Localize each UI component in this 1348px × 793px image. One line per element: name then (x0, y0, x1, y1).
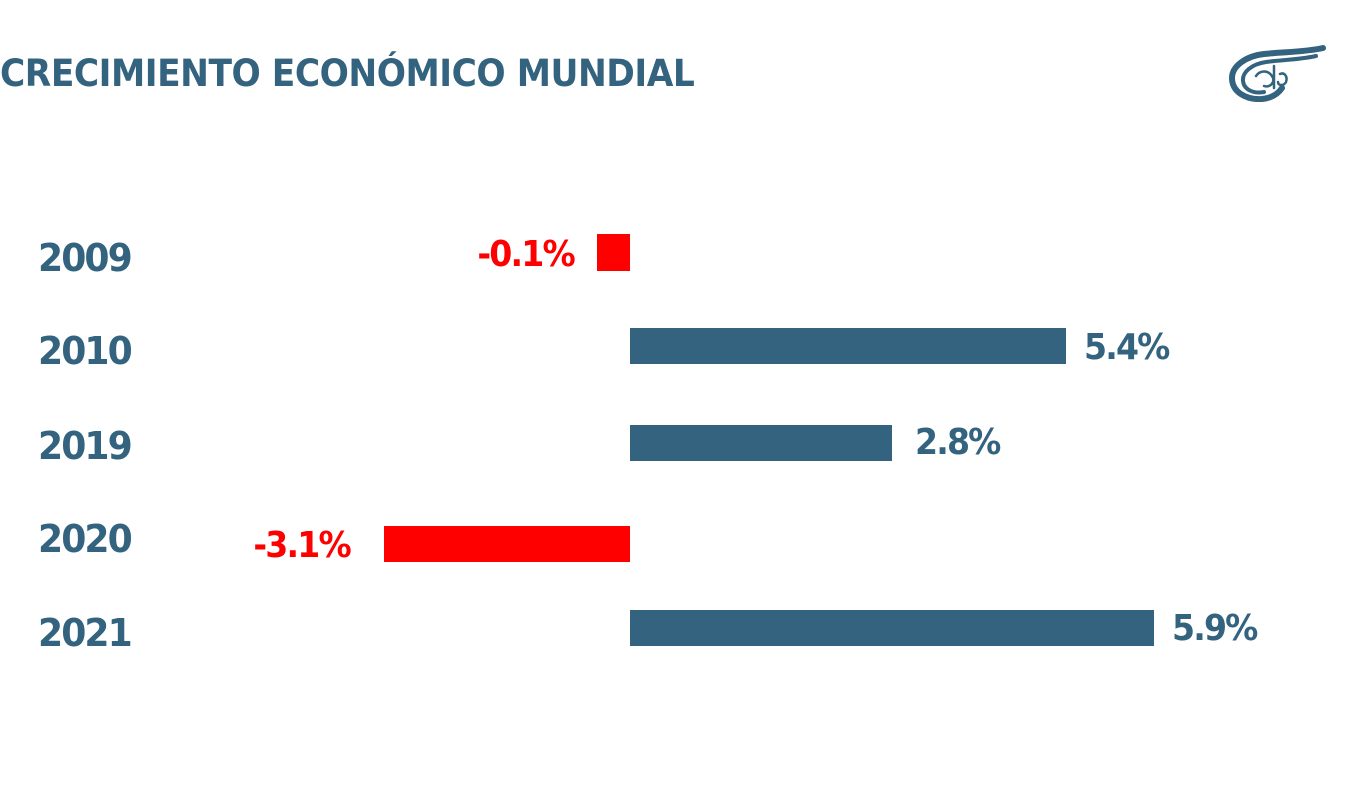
page-title: CRECIMIENTO ECONÓMICO MUNDIAL (0, 52, 695, 95)
bar-2020 (384, 526, 630, 562)
category-label-2009: 2009 (38, 236, 133, 280)
bar-2009 (597, 234, 630, 271)
bar-2019 (630, 425, 892, 461)
category-label-2020: 2020 (38, 517, 133, 561)
category-label-2010: 2010 (38, 329, 133, 373)
value-label-2019: 2.8% (915, 422, 1001, 463)
bar-2010 (630, 328, 1066, 364)
category-label-2021: 2021 (38, 611, 133, 655)
category-label-2019: 2019 (38, 424, 133, 468)
value-label-2021: 5.9% (1172, 608, 1258, 649)
al-mayadeen-logo-icon (1228, 45, 1326, 102)
value-label-2020: -3.1% (253, 525, 352, 566)
value-label-2010: 5.4% (1084, 327, 1170, 368)
value-label-2009: -0.1% (477, 234, 576, 275)
bar-2021 (630, 610, 1154, 646)
